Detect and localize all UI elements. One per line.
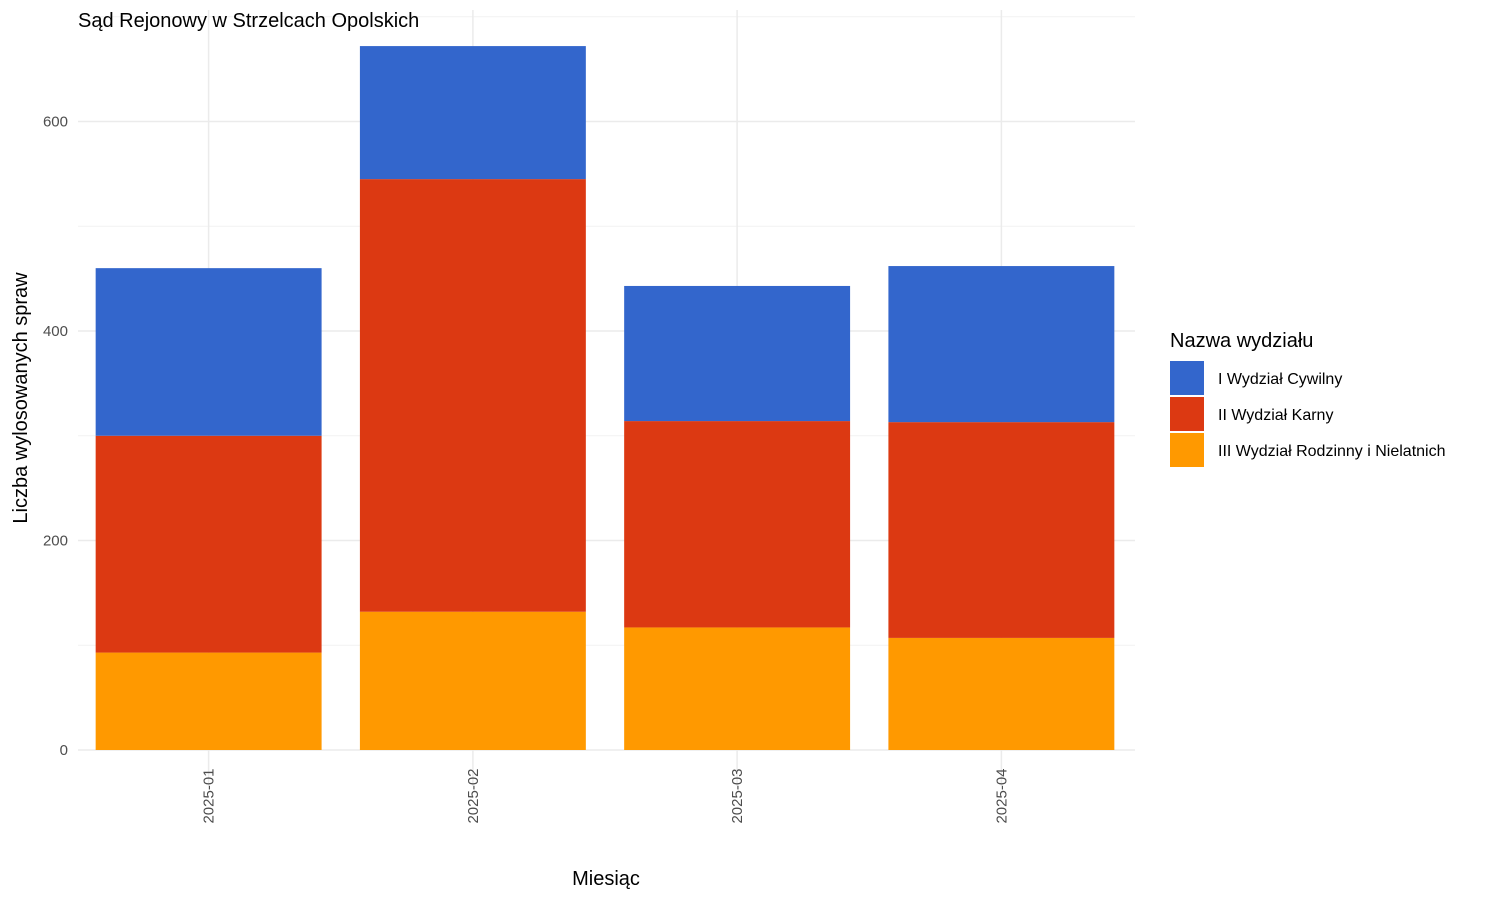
y-tick-label: 400	[43, 323, 68, 340]
y-axis-ticks: 0 200 400 600	[43, 114, 68, 760]
bar-segment	[624, 627, 851, 750]
legend-label: III Wydział Rodzinny i Nielatnich	[1218, 443, 1446, 460]
x-tick-label: 2025-01	[201, 768, 218, 823]
y-axis-title: Liczba wylosowanych spraw	[10, 272, 32, 524]
bar-segment	[624, 421, 851, 628]
bar-segment	[888, 266, 1115, 423]
x-axis-ticks: 2025-01 2025-02 2025-03 2025-04	[201, 768, 1011, 823]
legend-title: Nazwa wydziału	[1170, 330, 1313, 352]
bar-segment	[624, 285, 851, 422]
bar-segment	[888, 422, 1115, 638]
bar-segment	[95, 268, 322, 436]
legend: Nazwa wydziału I Wydział Cywilny II Wydzi…	[1170, 330, 1446, 467]
legend-swatch	[1170, 361, 1204, 395]
x-tick-label: 2025-03	[729, 768, 746, 823]
legend-label: II Wydział Karny	[1218, 407, 1333, 424]
chart-title: Sąd Rejonowy w Strzelcach Opolskich	[78, 10, 419, 32]
legend-item: II Wydział Karny	[1170, 397, 1333, 431]
x-axis-title: Miesiąc	[572, 868, 640, 890]
y-tick-label: 0	[60, 742, 68, 759]
bar-segment	[888, 637, 1115, 750]
bar-segment	[359, 46, 586, 180]
x-tick-label: 2025-04	[993, 768, 1010, 823]
legend-label: I Wydział Cywilny	[1218, 371, 1342, 388]
legend-items: I Wydział Cywilny II Wydział Karny III Wyd…	[1170, 361, 1446, 467]
legend-item: III Wydział Rodzinny i Nielatnich	[1170, 433, 1446, 467]
y-tick-label: 600	[43, 114, 68, 131]
legend-item: I Wydział Cywilny	[1170, 361, 1342, 395]
bar-segment	[95, 652, 322, 750]
bars	[95, 46, 1115, 750]
x-tick-label: 2025-02	[465, 768, 482, 823]
legend-swatch	[1170, 397, 1204, 431]
y-tick-label: 200	[43, 533, 68, 550]
bar-segment	[359, 611, 586, 750]
bar-segment	[359, 179, 586, 612]
legend-swatch	[1170, 433, 1204, 467]
bar-segment	[95, 435, 322, 653]
